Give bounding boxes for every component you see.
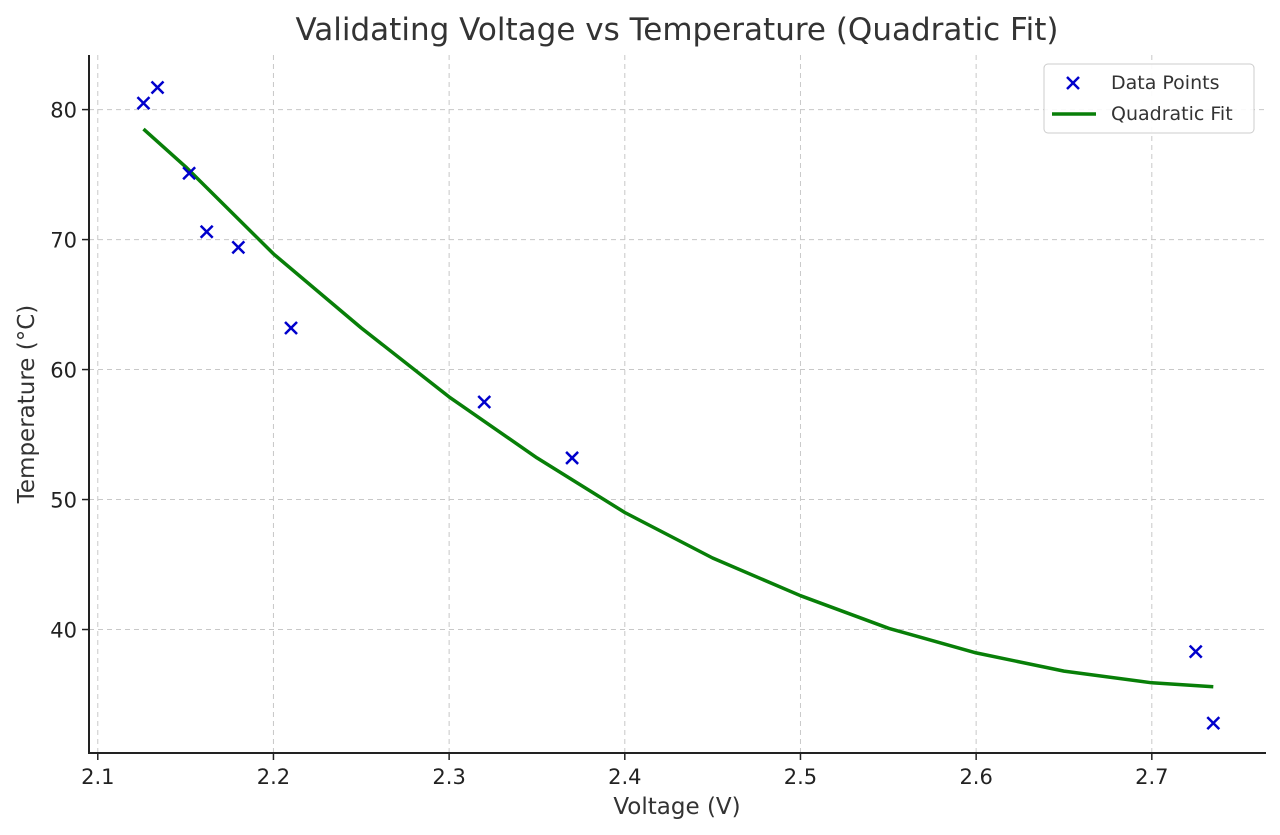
chart-title: Validating Voltage vs Temperature (Quadr…	[295, 12, 1058, 48]
x-tick-label: 2.1	[81, 765, 114, 789]
x-tick-label: 2.7	[1135, 765, 1168, 789]
data-point	[182, 166, 197, 181]
data-point	[199, 224, 214, 239]
data-point	[150, 80, 165, 95]
x-tick-label: 2.5	[784, 765, 817, 789]
fit-line-layer	[142, 127, 1214, 689]
data-point	[231, 240, 246, 255]
y-tick-label: 80	[50, 99, 77, 123]
x-tick-label: 2.2	[257, 765, 290, 789]
x-axis-label: Voltage (V)	[613, 794, 740, 820]
data-point	[477, 395, 492, 409]
data-points-layer	[136, 80, 1221, 730]
x-tick-label: 2.6	[959, 765, 992, 789]
quadratic-fit-line	[142, 127, 1214, 689]
x-axis: 2.1 2.2 2.3 2.4 2.5 2.6 2.7	[81, 753, 1169, 789]
grid	[89, 55, 1266, 753]
data-point	[284, 321, 298, 335]
y-tick-label: 60	[50, 359, 77, 383]
legend: Data Points Quadratic Fit	[1043, 63, 1255, 134]
x-tick-label: 2.4	[608, 765, 641, 789]
axes-spine	[88, 55, 1266, 754]
legend-box	[1043, 63, 1255, 134]
y-axis-label: Temperature (°C)	[14, 305, 40, 505]
data-point	[565, 451, 579, 465]
legend-label-data-points: Data Points	[1111, 72, 1219, 94]
legend-marker-data-points	[1066, 76, 1080, 90]
legend-label-quadratic-fit: Quadratic Fit	[1111, 103, 1233, 125]
y-axis: 40 50 60 70 80	[50, 99, 89, 643]
data-point	[1206, 716, 1221, 730]
y-tick-label: 50	[50, 489, 77, 513]
data-point	[136, 96, 151, 110]
y-tick-label: 40	[50, 619, 77, 643]
x-tick-label: 2.3	[432, 765, 465, 789]
y-tick-label: 70	[50, 229, 77, 253]
data-point	[1188, 644, 1203, 659]
